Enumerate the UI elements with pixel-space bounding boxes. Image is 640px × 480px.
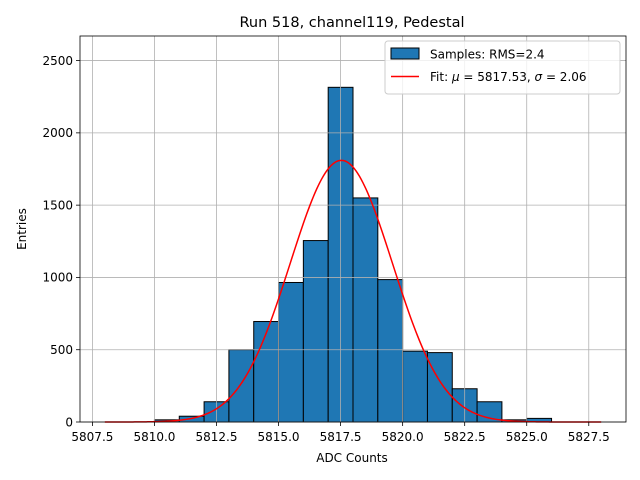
fit-curve: [104, 159, 602, 423]
x-tick-label: 5827.5: [568, 430, 610, 444]
x-axis-label: ADC Counts: [316, 451, 388, 465]
y-axis-label: Entries: [15, 208, 29, 250]
y-tick-label: 500: [50, 343, 73, 357]
histogram-bar: [426, 352, 453, 423]
histogram-bar: [278, 281, 304, 423]
legend-fit-mu-value: = 5817.53,: [460, 70, 535, 84]
x-axis-ticks: 5807.5 5810.0 5812.5 5815.0 5817.5 5820.0 5822…: [71, 422, 610, 444]
legend-fit-prefix: Fit:: [430, 70, 452, 84]
y-tick-label: 1500: [42, 198, 73, 212]
x-tick-label: 5807.5: [71, 430, 113, 444]
y-tick-label: 2500: [42, 54, 73, 68]
x-tick-label: 5820.0: [382, 430, 424, 444]
y-axis-ticks: 0 500 1000 1500 2000 2500: [42, 54, 80, 429]
chart-title: Run 518, channel119, Pedestal: [239, 15, 464, 31]
legend-fit-label: Fit: μ = 5817.53, σ = 2.06: [430, 70, 587, 84]
histogram-bar: [402, 350, 428, 423]
histogram-bar: [253, 321, 280, 423]
legend-histogram-label: Samples: RMS=2.4: [430, 48, 545, 62]
histogram-bar: [377, 279, 404, 423]
y-tick-label: 0: [65, 415, 73, 429]
legend: Samples: RMS=2.4 Fit: μ = 5817.53, σ = 2…: [384, 40, 621, 95]
legend-fit-mu-symbol: μ: [451, 70, 460, 84]
legend-box: [384, 40, 621, 95]
y-tick-label: 2000: [42, 126, 73, 140]
histogram-bar: [302, 240, 329, 423]
legend-fit-sigma-symbol: σ: [535, 70, 543, 84]
plot-frame: [79, 35, 627, 423]
x-tick-label: 5812.5: [196, 430, 238, 444]
histogram-bar: [352, 197, 379, 423]
y-tick-label: 1000: [42, 271, 73, 285]
legend-fit-sigma-value: = 2.06: [542, 70, 586, 84]
x-tick-label: 5825.0: [506, 430, 548, 444]
x-tick-label: 5810.0: [133, 430, 175, 444]
x-tick-label: 5815.0: [258, 430, 300, 444]
legend-histogram-swatch: [390, 47, 420, 60]
x-tick-label: 5822.5: [444, 430, 486, 444]
histogram-bars: [153, 86, 553, 423]
x-tick-label: 5817.5: [320, 430, 362, 444]
histogram-bar: [228, 349, 255, 423]
